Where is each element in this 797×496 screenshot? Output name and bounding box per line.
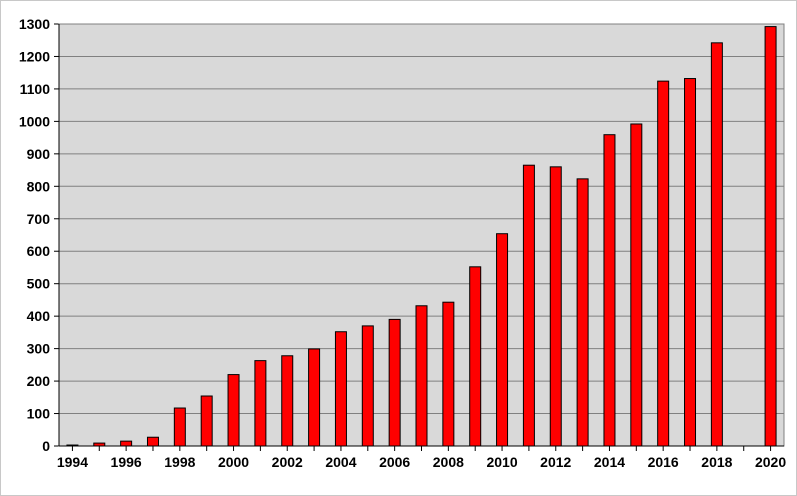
x-tick-label: 2004 <box>325 454 356 470</box>
bar-2001 <box>254 360 267 447</box>
x-tick-label: 2002 <box>272 454 303 470</box>
bar-2006 <box>388 318 401 447</box>
bar-2008 <box>442 301 455 447</box>
bar-1998 <box>173 407 186 447</box>
x-tick-label: 1994 <box>57 454 88 470</box>
bar-2000 <box>227 374 240 447</box>
x-tick-label: 2012 <box>540 454 571 470</box>
x-tick-label: 2006 <box>379 454 410 470</box>
y-tick-label: 1300 <box>19 16 50 32</box>
bar-2016 <box>657 80 670 447</box>
y-tick-label: 1100 <box>20 81 51 97</box>
bar-1997 <box>146 436 159 447</box>
x-tick-label: 2018 <box>701 454 732 470</box>
y-tick-label: 800 <box>27 178 51 194</box>
bar-2015 <box>630 123 643 447</box>
bar-2018 <box>710 42 723 447</box>
bar-2005 <box>361 325 374 447</box>
y-tick-label: 1000 <box>19 113 50 129</box>
bar-1999 <box>200 395 213 447</box>
bar-2003 <box>308 348 321 447</box>
y-tick-label: 600 <box>27 243 51 259</box>
y-tick-label: 1200 <box>19 48 50 64</box>
x-tick-label: 1996 <box>111 454 142 470</box>
x-tick-label: 1998 <box>164 454 195 470</box>
y-tick-label: 500 <box>27 276 51 292</box>
bar-2014 <box>603 134 616 447</box>
x-tick-label: 2016 <box>648 454 679 470</box>
bar-2007 <box>415 305 428 447</box>
bar-2004 <box>334 331 347 447</box>
x-tick-label: 2000 <box>218 454 249 470</box>
bar-2012 <box>549 166 562 447</box>
y-tick-label: 900 <box>27 146 51 162</box>
x-tick-label: 2014 <box>594 454 625 470</box>
x-tick-label: 2010 <box>486 454 517 470</box>
y-tick-label: 100 <box>27 406 51 422</box>
x-tick-label: 2020 <box>755 454 786 470</box>
y-tick-label: 200 <box>27 373 51 389</box>
y-tick-label: 0 <box>42 438 50 454</box>
bar-2009 <box>469 266 482 447</box>
bar-2017 <box>684 78 697 447</box>
y-tick-label: 700 <box>27 211 51 227</box>
bar-1996 <box>120 440 133 447</box>
bar-2020 <box>764 26 777 447</box>
bar-2002 <box>281 355 294 447</box>
y-tick-label: 300 <box>27 341 51 357</box>
bar-2013 <box>576 178 589 447</box>
bar-2011 <box>522 164 535 447</box>
x-tick-label: 2008 <box>433 454 464 470</box>
y-tick-label: 400 <box>27 308 51 324</box>
bar-2010 <box>496 233 509 447</box>
